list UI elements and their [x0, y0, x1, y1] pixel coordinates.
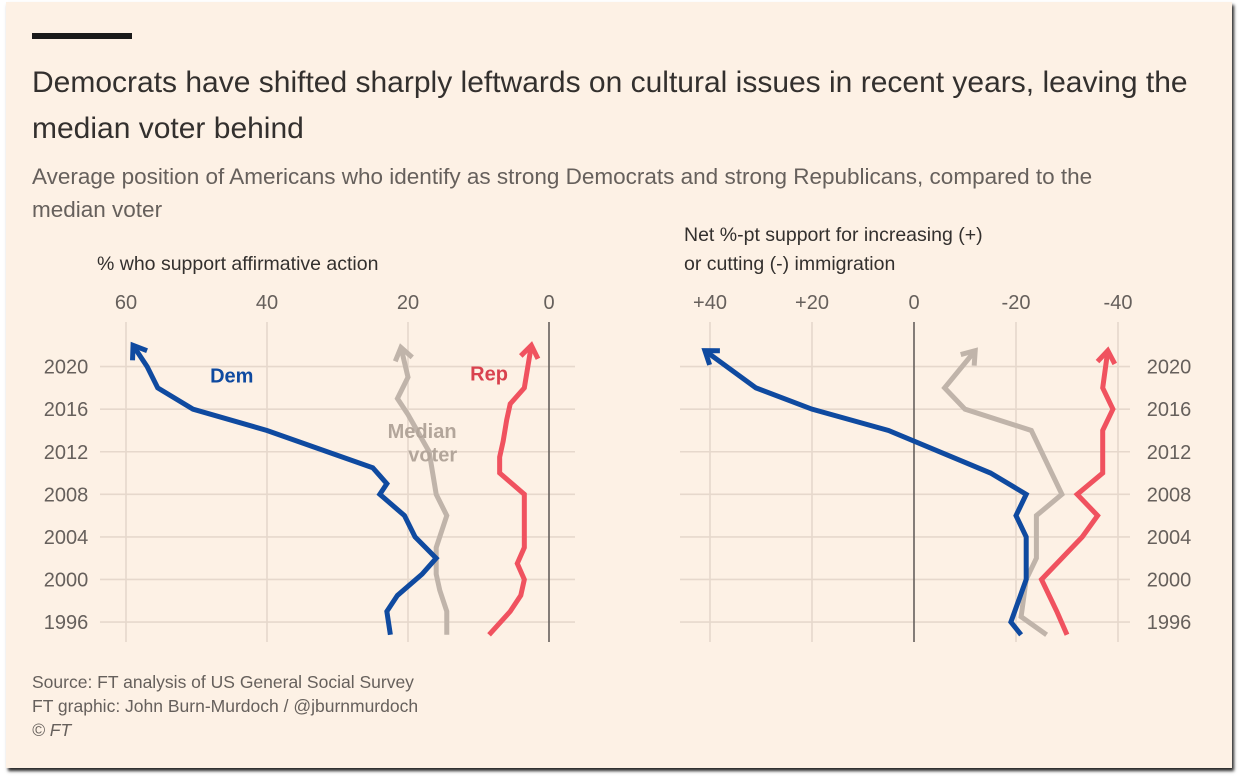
source-note: Source: FT analysis of US General Social… — [32, 672, 414, 692]
y-tick-label: 1996 — [1147, 612, 1192, 634]
chart-subtitle: Average position of Americans who identi… — [32, 164, 1093, 222]
panel-title-line-1: % who support affirmative action — [97, 253, 378, 275]
x-tick-label: +20 — [795, 292, 829, 314]
panel-2-yticks: 1996 2000 2004 2008 2012 2016 2020 — [1147, 357, 1192, 634]
panel-2-grid — [680, 322, 1130, 642]
copyright: © FT — [32, 720, 72, 740]
series-label-rep: Rep — [470, 363, 508, 385]
series-line-rep — [1038, 350, 1116, 636]
series-line-dem — [130, 343, 440, 636]
footer: Source: FT analysis of US General Social… — [32, 670, 418, 742]
panel-title-line-1: Net %-pt support for increasing (+) — [684, 224, 983, 246]
x-tick-label: 20 — [397, 292, 419, 314]
panel-1-lines — [130, 341, 541, 637]
y-tick-label: 2020 — [44, 357, 89, 379]
y-tick-label: 2004 — [44, 527, 89, 549]
y-tick-label: 2008 — [1147, 484, 1192, 506]
x-tick-label: 0 — [908, 292, 919, 314]
y-tick-label: 2004 — [1147, 527, 1192, 549]
y-tick-label: 1996 — [44, 612, 89, 634]
panel-2-xticks: +40 +20 0 -20 -40 — [693, 292, 1132, 314]
ft-accent-bar — [32, 33, 132, 39]
y-tick-label: 2008 — [44, 484, 89, 506]
x-tick-label: 0 — [543, 292, 554, 314]
panel-immigration: Net %-pt support for increasing (+) or c… — [680, 224, 1191, 642]
x-tick-label: +40 — [693, 292, 727, 314]
series-label-median: voter — [408, 444, 457, 466]
series-line-rep — [487, 344, 534, 637]
panel-affirmative-action: % who support affirmative action 60 40 20 0… — [44, 253, 575, 642]
y-tick-label: 2016 — [1147, 399, 1192, 421]
panel-2-lines — [701, 346, 1117, 637]
x-tick-label: 60 — [115, 292, 137, 314]
chart-title: Democrats have shifted sharply leftwards… — [32, 66, 1188, 145]
series-line-median — [941, 349, 1065, 637]
panel-1-xticks: 60 40 20 0 — [115, 292, 555, 314]
graphic-credit: FT graphic: John Burn-Murdoch / @jburnmu… — [32, 696, 419, 716]
chart-card — [6, 2, 1232, 768]
y-tick-label: 2016 — [44, 399, 89, 421]
panel-title-line-2: or cutting (-) immigration — [684, 253, 895, 275]
x-tick-label: -40 — [1104, 292, 1133, 314]
series-line-dem — [703, 348, 1030, 637]
y-tick-label: 2000 — [44, 569, 89, 591]
x-tick-label: -20 — [1002, 292, 1031, 314]
y-tick-label: 2012 — [1147, 442, 1192, 464]
series-label-median: Median — [388, 421, 457, 443]
x-tick-label: 40 — [256, 292, 278, 314]
y-tick-label: 2000 — [1147, 569, 1192, 591]
series-label-dem: Dem — [210, 366, 253, 388]
y-tick-label: 2012 — [44, 442, 89, 464]
panel-1-yticks: 1996 2000 2004 2008 2012 2016 2020 — [44, 357, 89, 634]
y-tick-label: 2020 — [1147, 357, 1192, 379]
